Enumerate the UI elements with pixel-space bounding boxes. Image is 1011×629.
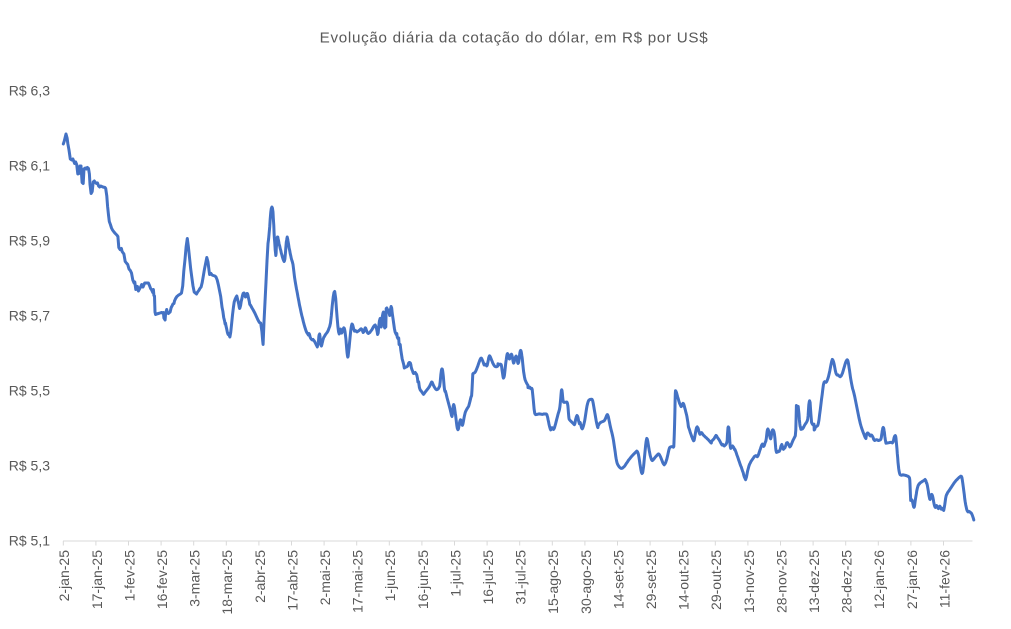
svg-text:1-jul-25: 1-jul-25	[447, 550, 463, 597]
svg-text:R$ 5,5: R$ 5,5	[9, 382, 50, 398]
svg-text:R$ 5,3: R$ 5,3	[9, 457, 50, 473]
svg-text:17-jan-25: 17-jan-25	[89, 550, 105, 609]
svg-text:Evolução diária da cotação do: Evolução diária da cotação do dólar, em …	[320, 30, 709, 47]
svg-text:2-jan-25: 2-jan-25	[56, 550, 72, 602]
svg-text:27-jan-26: 27-jan-26	[904, 550, 920, 609]
svg-text:11-fev-26: 11-fev-26	[936, 550, 952, 608]
svg-text:28-dez-25: 28-dez-25	[839, 550, 855, 613]
svg-text:29-out-25: 29-out-25	[708, 550, 724, 610]
svg-text:15-ago-25: 15-ago-25	[545, 550, 561, 614]
svg-text:28-nov-25: 28-nov-25	[773, 550, 789, 613]
svg-text:13-dez-25: 13-dez-25	[806, 550, 822, 613]
svg-text:1-fev-25: 1-fev-25	[121, 550, 137, 602]
svg-text:1-jun-25: 1-jun-25	[382, 550, 398, 602]
svg-text:3-mar-25: 3-mar-25	[187, 550, 203, 607]
svg-text:R$ 5,9: R$ 5,9	[9, 232, 50, 248]
svg-text:2-mai-25: 2-mai-25	[317, 550, 333, 605]
svg-text:2-abr-25: 2-abr-25	[252, 550, 268, 603]
svg-text:13-nov-25: 13-nov-25	[741, 550, 757, 613]
svg-text:16-jul-25: 16-jul-25	[480, 550, 496, 605]
svg-text:16-jun-25: 16-jun-25	[415, 550, 431, 609]
svg-text:14-out-25: 14-out-25	[676, 550, 692, 610]
svg-text:30-ago-25: 30-ago-25	[578, 550, 594, 614]
svg-text:17-mai-25: 17-mai-25	[350, 550, 366, 613]
svg-text:R$ 6,1: R$ 6,1	[9, 157, 50, 173]
svg-text:17-abr-25: 17-abr-25	[284, 550, 300, 611]
svg-text:14-set-25: 14-set-25	[610, 550, 626, 609]
svg-text:R$ 5,7: R$ 5,7	[9, 307, 50, 323]
svg-text:31-jul-25: 31-jul-25	[513, 550, 529, 605]
svg-text:29-set-25: 29-set-25	[643, 550, 659, 609]
svg-text:18-mar-25: 18-mar-25	[219, 550, 235, 615]
svg-text:R$ 5,1: R$ 5,1	[9, 533, 50, 549]
svg-text:R$ 6,3: R$ 6,3	[9, 82, 50, 98]
svg-text:16-fev-25: 16-fev-25	[154, 550, 170, 609]
svg-text:12-jan-26: 12-jan-26	[871, 550, 887, 609]
